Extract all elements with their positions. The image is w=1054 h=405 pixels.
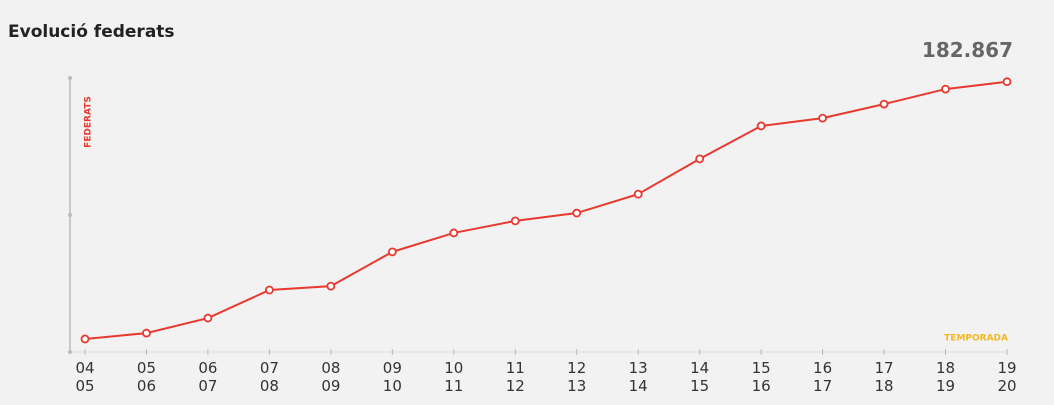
x-tick-label: 11 12 <box>506 359 525 395</box>
x-tick-label-line: 16 <box>813 359 832 377</box>
point <box>387 247 397 257</box>
x-tick-label: 07 08 <box>260 359 279 395</box>
x-tick-label: 19 20 <box>997 359 1016 395</box>
x-tick-label-line: 17 <box>875 359 894 377</box>
x-tick-label-line: 12 <box>567 359 586 377</box>
x-tick-label-line: 19 <box>997 359 1016 377</box>
x-tick-label-line: 18 <box>936 359 955 377</box>
x-tick-label: 15 16 <box>752 359 771 395</box>
x-tick-label-line: 05 <box>75 377 94 395</box>
x-tick-label-line: 04 <box>75 359 94 377</box>
x-tick-label-line: 14 <box>629 377 648 395</box>
point <box>510 216 520 226</box>
x-tick-label-line: 19 <box>936 377 955 395</box>
point <box>1002 77 1012 87</box>
point <box>142 328 151 338</box>
line <box>84 80 1008 340</box>
x-tick-label-line: 07 <box>260 359 279 377</box>
x-tick-label-line: 06 <box>137 377 156 395</box>
x-axis-label: TEMPORADA <box>944 334 1008 344</box>
y-axis-dot <box>68 76 72 80</box>
point <box>879 99 889 109</box>
x-tick-label-line: 09 <box>383 359 402 377</box>
point <box>449 228 459 238</box>
chart-title: Evolució federats <box>8 22 175 42</box>
x-tick-label-line: 11 <box>444 377 463 395</box>
point <box>941 84 950 94</box>
x-tick-label: 10 11 <box>444 359 463 395</box>
point <box>326 281 336 291</box>
x-tick-label-line: 09 <box>321 377 340 395</box>
point <box>264 285 274 295</box>
y-axis-dot <box>68 213 72 217</box>
point <box>572 208 582 218</box>
x-tick-label-line: 05 <box>137 359 156 377</box>
x-tick-label: 12 13 <box>567 359 586 395</box>
x-tick-label-line: 08 <box>321 359 340 377</box>
x-tick-label: 17 18 <box>875 359 894 395</box>
x-tick-label-line: 07 <box>198 377 217 395</box>
x-tick-label: 14 15 <box>690 359 709 395</box>
x-tick-label-line: 08 <box>260 377 279 395</box>
x-tick-label-line: 10 <box>444 359 463 377</box>
x-tick-label: 18 19 <box>936 359 955 395</box>
x-tick-label-line: 16 <box>752 377 771 395</box>
value-label: 182.867 <box>922 38 1013 62</box>
x-tick-label-line: 13 <box>629 359 648 377</box>
x-tick-label-line: 15 <box>690 377 709 395</box>
x-tick-label: 04 05 <box>75 359 94 395</box>
x-tick-label: 13 14 <box>629 359 648 395</box>
x-tick-label-line: 17 <box>813 377 832 395</box>
x-tick-label-line: 15 <box>752 359 771 377</box>
x-tick-label: 16 17 <box>813 359 832 395</box>
x-tick-label-line: 20 <box>997 377 1016 395</box>
point <box>203 313 213 323</box>
x-tick-label: 05 06 <box>137 359 156 395</box>
x-tick-label-line: 13 <box>567 377 586 395</box>
y-axis-label: FEDERATS <box>84 96 94 148</box>
x-tick-label-line: 11 <box>506 359 525 377</box>
x-tick-label-line: 06 <box>198 359 217 377</box>
y-axis-dot <box>68 350 72 354</box>
x-tick-label: 09 10 <box>383 359 402 395</box>
x-tick-label-line: 18 <box>875 377 894 395</box>
x-tick-label-line: 14 <box>690 359 709 377</box>
x-tick-label-line: 10 <box>383 377 402 395</box>
point <box>695 154 705 164</box>
point <box>80 334 90 344</box>
x-tick-label: 08 09 <box>321 359 340 395</box>
x-tick-label-line: 12 <box>506 377 525 395</box>
x-tick-label: 06 07 <box>198 359 217 395</box>
point <box>633 189 643 199</box>
point <box>756 121 766 131</box>
point <box>818 113 827 123</box>
